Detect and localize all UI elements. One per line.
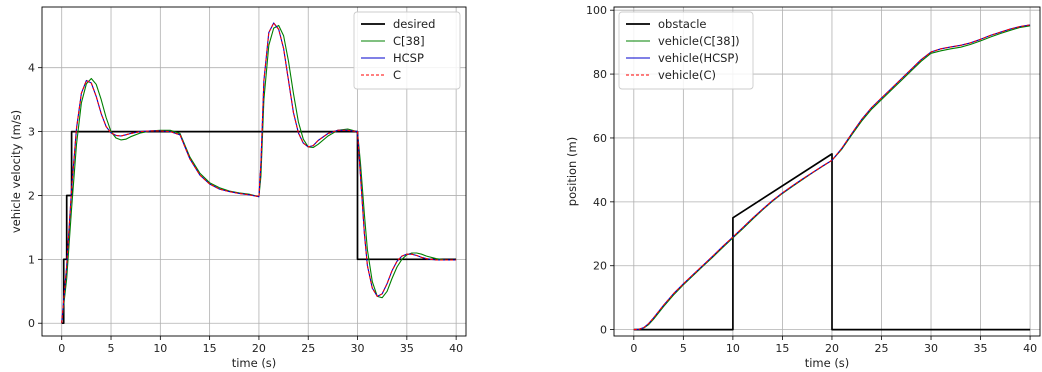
plot-area [633, 24, 1031, 331]
legend-box [618, 11, 754, 90]
series-vehicle-c [633, 24, 1031, 331]
x-tick-label: 40 [449, 342, 463, 355]
x-tick-label: 15 [775, 342, 789, 355]
y-tick-label: 1 [28, 253, 35, 266]
axes-frame [613, 6, 1041, 337]
x-tick-label: 0 [58, 342, 65, 355]
legend: obstacle vehicle(C[38]) vehicle(HCSP) vehic… [618, 11, 754, 90]
y-tick-label: 80 [593, 68, 607, 81]
x-tick-label: 20 [252, 342, 266, 355]
legend-label: desired [393, 17, 435, 31]
series-c [61, 22, 457, 324]
x-tick-label: 40 [1023, 342, 1037, 355]
y-tick-label: 100 [586, 4, 607, 17]
x-tick-label: 15 [203, 342, 217, 355]
legend: desired C[38] HCSP C [353, 11, 461, 90]
y-axis-label: vehicle velocity (m/s) [9, 110, 23, 233]
x-tick-label: 10 [153, 342, 167, 355]
y-tick-label: 40 [593, 196, 607, 209]
legend-label: HCSP [393, 51, 424, 65]
x-tick-label: 30 [351, 342, 365, 355]
x-tick-label: 20 [825, 342, 839, 355]
axes-frame [41, 6, 467, 337]
series-desired [61, 130, 457, 325]
x-axis-label: time (s) [232, 356, 277, 370]
legend-box [353, 11, 461, 90]
legend-label: vehicle(HCSP) [658, 51, 739, 65]
x-tick-label: 0 [630, 342, 637, 355]
series-obstacle [633, 153, 1031, 331]
chart-2: 0 5 10 15 20 25 30 35 40 0 20 40 60 80 100 time (s) posi… [565, 4, 1041, 370]
x-tick-label: 5 [108, 342, 115, 355]
legend-label: vehicle(C[38]) [658, 34, 740, 48]
legend-label: C [393, 68, 401, 82]
legend-label: obstacle [658, 17, 706, 31]
x-tick-label: 5 [680, 342, 687, 355]
x-tick-label: 30 [924, 342, 938, 355]
y-axis-label: position (m) [565, 137, 579, 206]
x-tick-label: 10 [726, 342, 740, 355]
y-tick-label: 3 [28, 126, 35, 139]
x-tick-label: 25 [874, 342, 888, 355]
x-tick-label: 35 [400, 342, 414, 355]
legend-label: C[38] [393, 34, 425, 48]
x-axis-label: time (s) [805, 356, 850, 370]
plot-area [61, 22, 457, 325]
y-tick-label: 60 [593, 132, 607, 145]
y-tick-label: 4 [28, 62, 35, 75]
chart-1: 0 5 10 15 20 25 30 35 40 0 1 2 3 4 time (s) vehicle vel… [9, 6, 467, 370]
x-tick-label: 35 [974, 342, 988, 355]
legend-label: vehicle(C) [658, 68, 716, 82]
y-tick-label: 0 [28, 317, 35, 330]
y-tick-label: 0 [600, 324, 607, 337]
y-tick-label: 20 [593, 260, 607, 273]
x-tick-label: 25 [301, 342, 315, 355]
y-tick-label: 2 [28, 189, 35, 202]
